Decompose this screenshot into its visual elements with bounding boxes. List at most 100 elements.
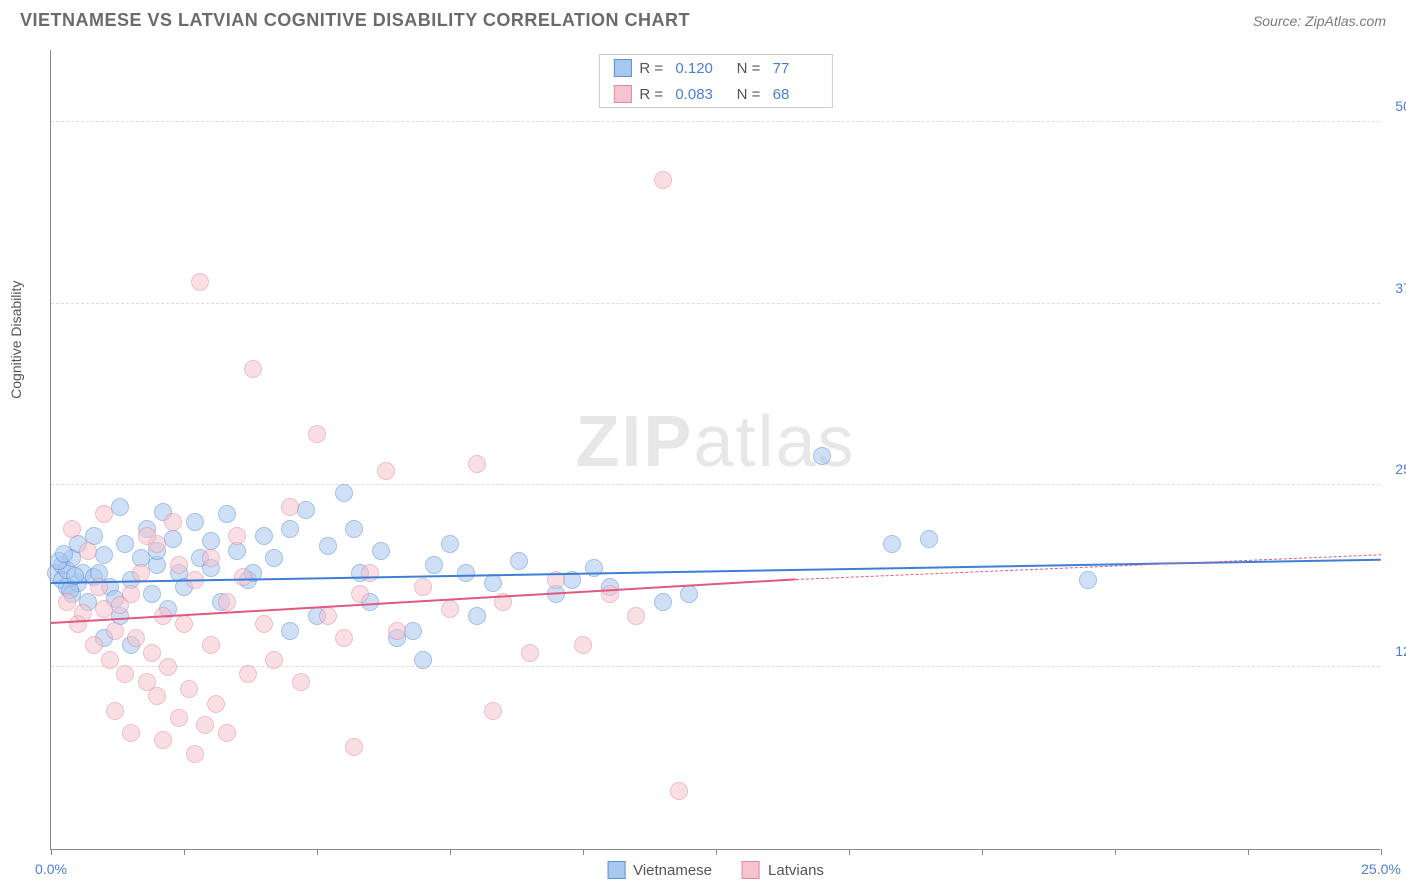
- x-tick-label: 25.0%: [1361, 861, 1401, 877]
- scatter-point: [813, 447, 831, 465]
- legend-swatch: [613, 59, 631, 77]
- gridline: [51, 121, 1380, 122]
- scatter-point: [255, 527, 273, 545]
- scatter-point: [319, 537, 337, 555]
- scatter-point: [138, 527, 156, 545]
- scatter-point: [191, 273, 209, 291]
- scatter-point: [180, 680, 198, 698]
- x-tick: [317, 849, 318, 855]
- chart-title: VIETNAMESE VS LATVIAN COGNITIVE DISABILI…: [20, 10, 690, 31]
- stat-r-value: 0.083: [675, 86, 720, 103]
- scatter-point: [154, 731, 172, 749]
- stat-n-label: N =: [728, 60, 764, 77]
- scatter-point: [218, 593, 236, 611]
- scatter-point: [202, 636, 220, 654]
- watermark: ZIPatlas: [575, 400, 855, 482]
- series-legend-label: Latvians: [768, 862, 824, 879]
- scatter-point: [202, 549, 220, 567]
- x-tick: [450, 849, 451, 855]
- x-tick: [849, 849, 850, 855]
- scatter-point: [654, 593, 672, 611]
- legend-swatch: [742, 861, 760, 879]
- scatter-point: [883, 535, 901, 553]
- scatter-point: [281, 520, 299, 538]
- source-attribution: Source: ZipAtlas.com: [1253, 13, 1386, 29]
- scatter-point: [281, 498, 299, 516]
- scatter-point: [414, 578, 432, 596]
- scatter-point: [345, 738, 363, 756]
- scatter-point: [281, 622, 299, 640]
- scatter-point: [319, 607, 337, 625]
- stat-r-value: 0.120: [675, 60, 720, 77]
- scatter-point: [377, 462, 395, 480]
- scatter-point: [116, 665, 134, 683]
- legend-swatch: [613, 85, 631, 103]
- scatter-point: [202, 532, 220, 550]
- scatter-point: [175, 615, 193, 633]
- scatter-point: [143, 644, 161, 662]
- y-tick-label: 12.5%: [1385, 643, 1406, 659]
- series-legend-item: Latvians: [742, 861, 824, 879]
- scatter-point: [351, 585, 369, 603]
- scatter-point: [218, 724, 236, 742]
- legend-swatch: [607, 861, 625, 879]
- stat-n-value: 68: [773, 86, 818, 103]
- x-tick: [982, 849, 983, 855]
- scatter-point: [372, 542, 390, 560]
- series-legend-item: Vietnamese: [607, 861, 712, 879]
- scatter-point: [116, 535, 134, 553]
- x-tick: [51, 849, 52, 855]
- series-legend-label: Vietnamese: [633, 862, 712, 879]
- scatter-point: [143, 585, 161, 603]
- scatter-point: [55, 545, 73, 563]
- scatter-point: [414, 651, 432, 669]
- scatter-point: [186, 513, 204, 531]
- scatter-point: [127, 629, 145, 647]
- scatter-point: [170, 556, 188, 574]
- scatter-point: [484, 574, 502, 592]
- scatter-point: [441, 535, 459, 553]
- scatter-point: [670, 782, 688, 800]
- scatter-point: [265, 651, 283, 669]
- scatter-point: [484, 702, 502, 720]
- scatter-point: [468, 607, 486, 625]
- scatter-point: [164, 530, 182, 548]
- scatter-point: [85, 636, 103, 654]
- stats-legend: R = 0.120 N = 77R = 0.083 N = 68: [598, 54, 832, 108]
- y-axis-label: Cognitive Disability: [8, 280, 24, 398]
- x-tick: [716, 849, 717, 855]
- x-tick: [1115, 849, 1116, 855]
- scatter-point: [106, 702, 124, 720]
- y-tick-label: 50.0%: [1385, 98, 1406, 114]
- scatter-point: [680, 585, 698, 603]
- scatter-point: [196, 716, 214, 734]
- x-tick: [583, 849, 584, 855]
- stat-n-value: 77: [773, 60, 818, 77]
- scatter-point: [122, 585, 140, 603]
- scatter-point: [335, 629, 353, 647]
- scatter-chart: ZIPatlas Cognitive Disability 12.5%25.0%…: [50, 50, 1380, 850]
- scatter-point: [234, 568, 252, 586]
- scatter-point: [101, 651, 119, 669]
- scatter-point: [159, 658, 177, 676]
- scatter-point: [920, 530, 938, 548]
- stats-legend-row: R = 0.120 N = 77: [599, 55, 831, 81]
- scatter-point: [345, 520, 363, 538]
- scatter-point: [457, 564, 475, 582]
- x-tick: [1248, 849, 1249, 855]
- scatter-point: [132, 564, 150, 582]
- scatter-point: [111, 498, 129, 516]
- scatter-point: [207, 695, 225, 713]
- y-tick-label: 37.5%: [1385, 280, 1406, 296]
- gridline: [51, 303, 1380, 304]
- scatter-point: [164, 513, 182, 531]
- scatter-point: [404, 622, 422, 640]
- x-tick-label: 0.0%: [35, 861, 67, 877]
- scatter-point: [292, 673, 310, 691]
- scatter-point: [441, 600, 459, 618]
- series-legend: Vietnamese Latvians: [607, 861, 824, 879]
- scatter-point: [255, 615, 273, 633]
- scatter-point: [627, 607, 645, 625]
- scatter-point: [654, 171, 672, 189]
- scatter-point: [297, 501, 315, 519]
